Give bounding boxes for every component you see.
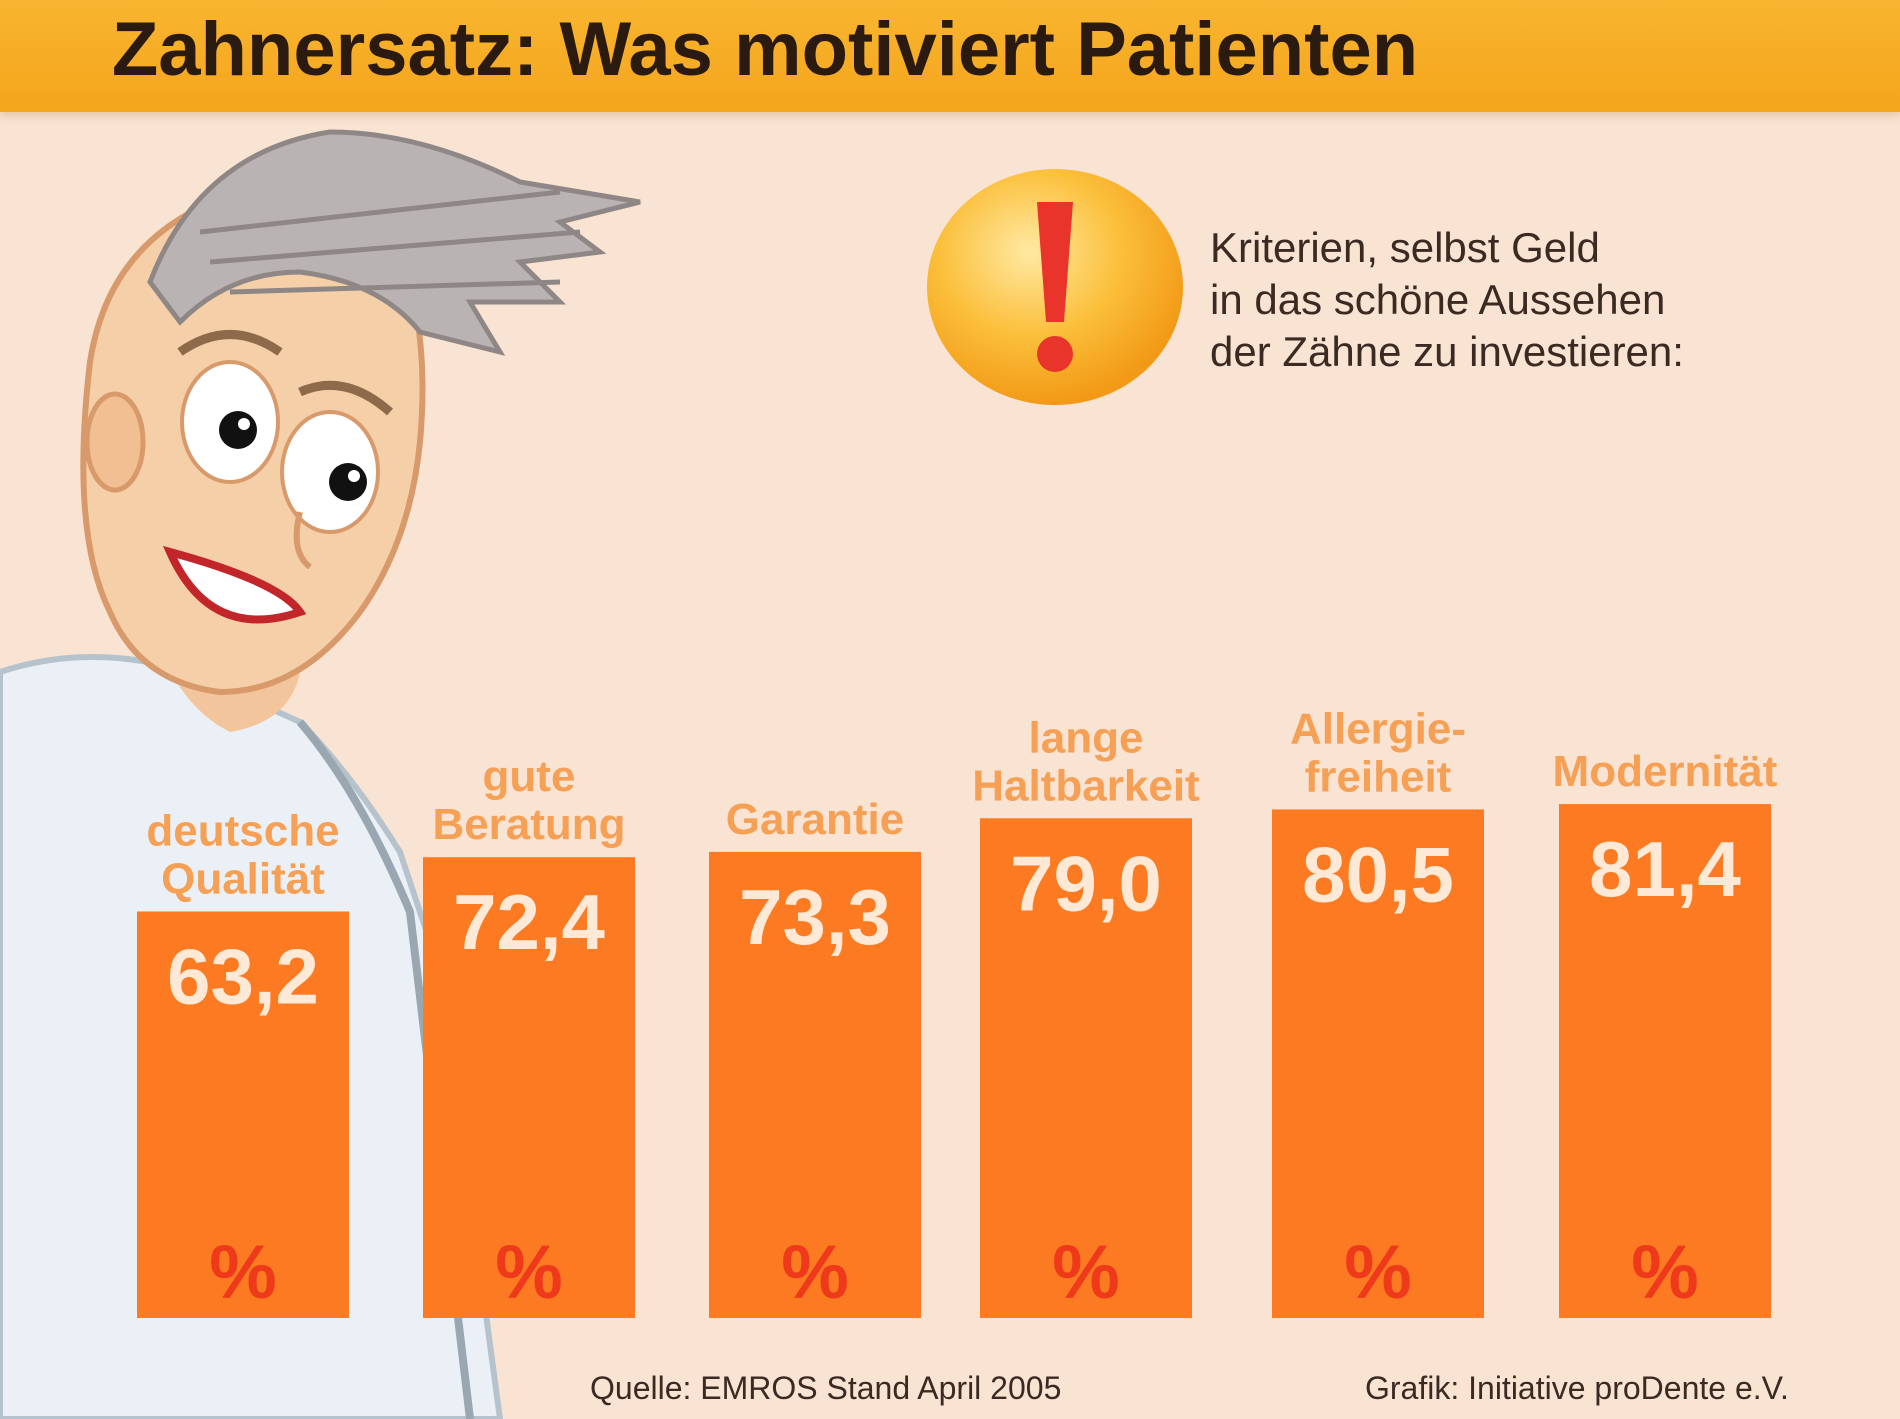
category-label: deutsche (146, 806, 339, 855)
category-label: Modernität (1553, 747, 1778, 796)
percent-label: % (1631, 1230, 1699, 1315)
bar (980, 818, 1192, 1318)
category-label: lange (1029, 713, 1144, 762)
bar (1559, 804, 1771, 1318)
info-line: der Zähne zu investieren: (1210, 328, 1684, 375)
category-label: gute (483, 752, 576, 801)
bar-value-label: 63,2 (167, 932, 319, 1020)
info-line: in das schöne Aussehen (1210, 276, 1666, 323)
bar (1272, 809, 1484, 1318)
bar (423, 857, 635, 1318)
percent-label: % (1052, 1230, 1120, 1315)
credit-note: Grafik: Initiative proDente e.V. (1365, 1370, 1789, 1406)
bar-value-label: 81,4 (1589, 825, 1741, 913)
percent-label: % (1344, 1230, 1412, 1315)
category-label: freiheit (1305, 752, 1452, 801)
category-label: Garantie (726, 795, 905, 844)
category-label: Haltbarkeit (972, 761, 1200, 810)
category-label: Beratung (432, 800, 625, 849)
exclamation-icon (927, 169, 1183, 405)
source-note: Quelle: EMROS Stand April 2005 (590, 1370, 1062, 1406)
info-note: Kriterien, selbst Geld in das schöne Aus… (1210, 222, 1870, 378)
percent-label: % (781, 1230, 849, 1315)
bar-value-label: 73,3 (739, 873, 891, 961)
title-banner: Zahnersatz: Was motiviert Patienten (0, 0, 1900, 112)
bar (137, 911, 349, 1318)
bar (709, 851, 921, 1318)
bar-value-label: 72,4 (453, 878, 605, 966)
info-line: Kriterien, selbst Geld (1210, 224, 1600, 271)
category-label: Allergie- (1290, 704, 1466, 753)
percent-label: % (495, 1230, 563, 1315)
page-title: Zahnersatz: Was motiviert Patienten (111, 7, 1419, 92)
bar-value-label: 80,5 (1302, 830, 1454, 918)
percent-label: % (209, 1230, 277, 1315)
category-label: Qualität (161, 854, 325, 903)
bar-value-label: 79,0 (1010, 839, 1162, 927)
